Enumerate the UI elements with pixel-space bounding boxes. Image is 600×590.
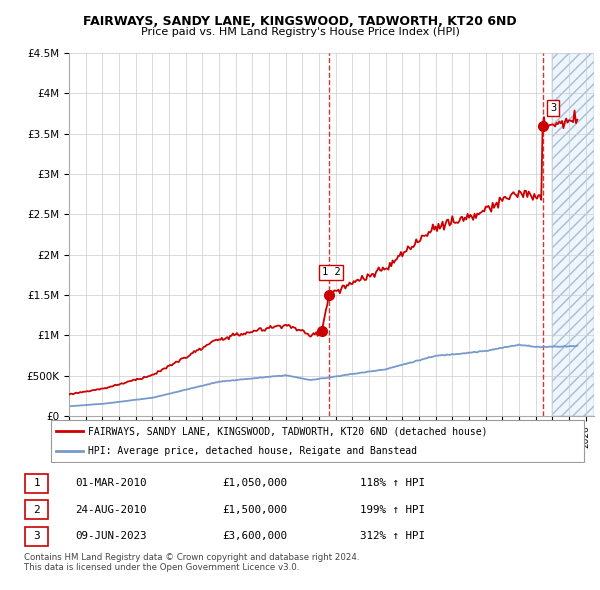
- Text: 09-JUN-2023: 09-JUN-2023: [75, 532, 146, 541]
- Text: HPI: Average price, detached house, Reigate and Banstead: HPI: Average price, detached house, Reig…: [89, 446, 418, 455]
- Bar: [553, 53, 594, 416]
- Text: 3: 3: [33, 532, 40, 541]
- Text: £1,050,000: £1,050,000: [222, 478, 287, 488]
- Text: 118% ↑ HPI: 118% ↑ HPI: [360, 478, 425, 488]
- FancyBboxPatch shape: [25, 474, 48, 493]
- Text: Price paid vs. HM Land Registry's House Price Index (HPI): Price paid vs. HM Land Registry's House …: [140, 27, 460, 37]
- Text: £3,600,000: £3,600,000: [222, 532, 287, 541]
- FancyBboxPatch shape: [25, 500, 48, 519]
- Text: 199% ↑ HPI: 199% ↑ HPI: [360, 505, 425, 514]
- Text: FAIRWAYS, SANDY LANE, KINGSWOOD, TADWORTH, KT20 6ND (detached house): FAIRWAYS, SANDY LANE, KINGSWOOD, TADWORT…: [89, 427, 488, 436]
- Text: 24-AUG-2010: 24-AUG-2010: [75, 505, 146, 514]
- Text: This data is licensed under the Open Government Licence v3.0.: This data is licensed under the Open Gov…: [24, 563, 299, 572]
- Bar: [553, 53, 594, 416]
- FancyBboxPatch shape: [50, 420, 584, 462]
- Text: Contains HM Land Registry data © Crown copyright and database right 2024.: Contains HM Land Registry data © Crown c…: [24, 553, 359, 562]
- FancyBboxPatch shape: [25, 527, 48, 546]
- Text: £1,500,000: £1,500,000: [222, 505, 287, 514]
- Text: FAIRWAYS, SANDY LANE, KINGSWOOD, TADWORTH, KT20 6ND: FAIRWAYS, SANDY LANE, KINGSWOOD, TADWORT…: [83, 15, 517, 28]
- Text: 312% ↑ HPI: 312% ↑ HPI: [360, 532, 425, 541]
- Text: 01-MAR-2010: 01-MAR-2010: [75, 478, 146, 488]
- Text: 1: 1: [33, 478, 40, 488]
- Text: 2: 2: [33, 505, 40, 514]
- Text: 1 2: 1 2: [322, 267, 341, 277]
- Text: 3: 3: [550, 103, 556, 113]
